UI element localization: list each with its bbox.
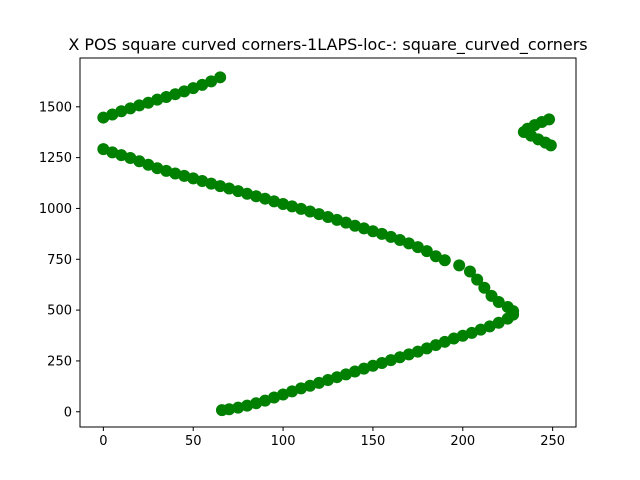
data-point <box>420 245 433 258</box>
data-point <box>429 250 442 263</box>
x-tick-label: 200 <box>450 434 475 449</box>
data-point <box>438 254 451 267</box>
data-point <box>187 172 200 185</box>
data-point <box>492 316 505 329</box>
data-point <box>196 78 209 91</box>
data-point <box>544 139 557 152</box>
data-point <box>232 401 245 414</box>
data-point <box>485 289 498 302</box>
y-tick-label: 1000 <box>39 202 72 217</box>
data-point <box>483 320 496 333</box>
data-point <box>151 162 164 175</box>
data-point <box>178 169 191 182</box>
data-point <box>97 143 110 156</box>
chart-title: X POS square curved corners-1LAPS-loc-: … <box>68 35 587 55</box>
data-point <box>471 273 484 286</box>
y-tick-label: 250 <box>47 354 72 369</box>
data-point <box>223 403 236 416</box>
y-tick-label: 1500 <box>39 100 72 115</box>
x-tick-label: 0 <box>99 434 107 449</box>
x-tick-label: 150 <box>361 434 386 449</box>
data-point <box>501 301 514 314</box>
data-point <box>295 202 308 215</box>
data-point <box>241 399 254 412</box>
data-point <box>463 265 476 278</box>
data-point <box>402 237 415 250</box>
data-point <box>223 182 236 195</box>
data-point <box>214 180 227 193</box>
axes-frame <box>79 57 577 428</box>
data-point <box>259 192 272 205</box>
x-tick-label: 250 <box>540 434 565 449</box>
x-tick-label: 100 <box>271 434 296 449</box>
y-tick-label: 500 <box>47 304 72 319</box>
data-point <box>250 190 263 203</box>
data-point <box>286 200 299 213</box>
y-tick-label: 0 <box>64 405 72 420</box>
x-tick-label: 50 <box>185 434 202 449</box>
data-point <box>214 71 227 84</box>
plot-area: 0 50 100 150 200 250 0 250 500 750 1000 1250 1500 <box>39 57 577 449</box>
data-point <box>478 281 491 294</box>
data-point <box>453 259 466 272</box>
data-point <box>205 75 218 88</box>
y-tick-label: 1250 <box>39 151 72 166</box>
y-tick-label: 750 <box>47 253 72 268</box>
data-point <box>411 241 424 254</box>
data-point <box>142 158 155 171</box>
